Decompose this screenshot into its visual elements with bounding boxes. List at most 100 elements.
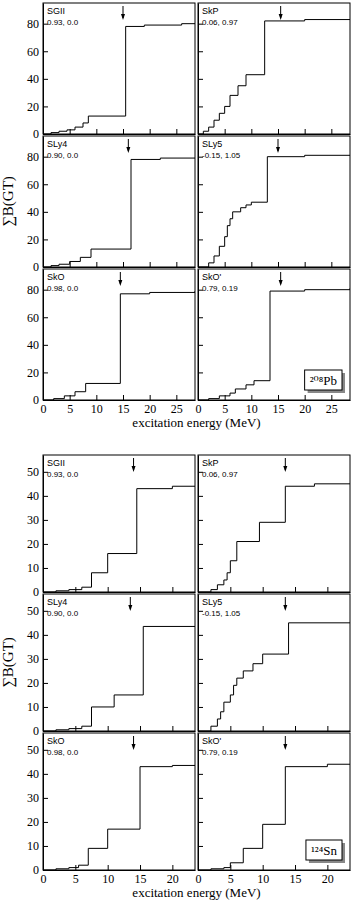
tick-label: 30 [27,652,39,666]
y-tick: 10 [27,839,48,853]
tick-label: 10 [246,402,258,416]
x-tick [108,726,109,731]
tick-mark [230,587,231,592]
tick-mark [295,726,296,731]
y-axis-title: ∑B(GT) [0,176,17,227]
x-axis-title: excitation energy (MeV) [132,415,260,430]
step-line [198,288,350,400]
tick-label: 40 [27,338,39,352]
x-axis [199,262,351,268]
tick-mark [140,865,141,870]
y-tick [198,106,203,107]
tick-label: 50 [27,465,39,479]
panel: 0510152001020304050SkO0.98, 0.0 [27,733,196,886]
x-tick [278,262,279,267]
step-line [43,626,195,731]
tick-mark [123,262,124,267]
x-tick [96,129,97,134]
y-tick: 20 [27,676,48,690]
arrow-head [279,280,283,286]
x-tick [230,726,231,731]
tick-mark [176,395,177,400]
x-tick [295,726,296,731]
panel: 01020304050SLy40.90, 0.0 [27,594,196,738]
x-tick [230,587,231,592]
x-tick: 15 [135,865,147,886]
tick-mark [225,129,226,134]
arrow [283,458,287,472]
x-axis-title: excitation energy (MeV) [132,885,260,900]
tick-mark [251,262,252,267]
x-tick: 15 [290,865,302,886]
x-tick [305,262,306,267]
panel: 01020304050SGII0.93, 0.0 [27,455,196,599]
y-tick [198,707,203,708]
y-tick: 40 [27,72,48,86]
y-axis: 020406080 [27,137,48,275]
step-line [198,484,350,592]
axis-line [198,734,199,871]
step-line [43,486,195,592]
step-line [198,155,350,267]
arrow [279,272,283,286]
tick-mark [198,239,203,240]
panel-subtitle: 0.06, 0.97 [202,470,238,479]
y-tick: 40 [27,628,48,642]
x-tick: 10 [102,865,114,886]
tick-mark [96,129,97,134]
plot-area [43,458,195,592]
y-tick [198,267,203,268]
arrow [283,597,287,611]
arrow [132,458,136,472]
x-tick: 20 [167,865,179,886]
panel-subtitle: 0.90, 0.0 [47,609,79,618]
y-axis: 020406080 [27,270,48,408]
tick-label: 15 [273,402,285,416]
y-tick [198,317,203,318]
tick-label: 25 [326,402,338,416]
axis-line [43,270,44,401]
x-tick: 15 [273,395,285,416]
x-tick [295,587,296,592]
x-tick [225,129,226,134]
x-tick: 20 [299,395,311,416]
tick-label: 0 [196,402,202,416]
tick-mark [305,395,306,400]
tick-mark [327,726,328,731]
tick-mark [278,395,279,400]
tick-mark [198,51,203,52]
panel-subtitle: 0.06, 0.97 [202,18,238,27]
y-tick: 40 [27,767,48,781]
x-axis: 05101520 [41,865,196,886]
tick-mark [150,395,151,400]
panel-subtitle: 0.90, 0.0 [47,151,79,160]
tick-mark [198,345,203,346]
panel-title: SkO' [202,736,222,746]
x-axis [199,587,351,593]
tick-mark [278,129,279,134]
x-tick [123,129,124,134]
label-text: ¹²⁴Sn [311,843,338,858]
tick-label: 0 [33,393,39,407]
y-tick: 20 [27,233,48,247]
x-axis: 05101520 [196,865,351,886]
tick-label: 30 [27,513,39,527]
y-axis: 01020304050 [27,456,48,600]
panel-title: SGII [47,6,65,16]
plot-frame [198,594,350,731]
y-tick: 10 [27,561,48,575]
y-tick: 0 [33,260,48,274]
arrow-head [128,605,132,611]
y-tick [198,134,203,135]
panel: SLy5-0.15, 1.05 [198,136,351,268]
y-tick [198,592,203,593]
x-tick [251,262,252,267]
x-tick [140,587,141,592]
tick-label: 15 [290,872,302,886]
tick-mark [43,592,48,593]
plot-frame [198,733,350,870]
plot-area [198,458,350,592]
tick-mark [295,587,296,592]
y-tick [198,212,203,213]
x-tick [176,129,177,134]
